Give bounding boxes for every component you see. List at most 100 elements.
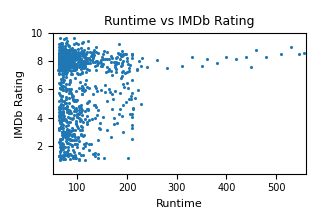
Point <box>56 60 62 63</box>
Point <box>66 48 71 52</box>
Point <box>63 49 68 53</box>
Point <box>64 121 69 124</box>
Point <box>76 151 82 155</box>
Point <box>74 157 79 160</box>
Point <box>77 73 82 76</box>
Point <box>63 49 68 53</box>
Point <box>60 52 65 56</box>
Point <box>78 104 83 107</box>
Point <box>57 52 63 56</box>
Point <box>63 85 68 89</box>
Point <box>78 57 83 60</box>
Point <box>61 81 66 84</box>
Point <box>58 81 64 84</box>
Point <box>71 63 76 67</box>
Point <box>58 62 63 66</box>
Point <box>124 56 129 60</box>
Point <box>60 67 65 70</box>
Point <box>57 138 63 141</box>
Point <box>105 58 110 61</box>
Point <box>66 50 72 54</box>
Point <box>93 46 98 49</box>
Point <box>69 52 74 56</box>
Point <box>82 82 88 86</box>
Point <box>66 54 71 58</box>
Point <box>75 136 80 140</box>
Point <box>61 63 66 67</box>
Point <box>85 67 90 70</box>
Point <box>119 71 124 74</box>
Point <box>65 129 70 132</box>
Point <box>79 62 84 66</box>
Point <box>68 63 73 67</box>
Point <box>72 62 77 65</box>
Point <box>110 56 115 60</box>
Point <box>77 81 82 84</box>
Point <box>91 53 96 57</box>
Point <box>61 118 66 121</box>
Point <box>224 55 229 59</box>
Point <box>82 133 87 137</box>
Point <box>65 58 70 61</box>
Point <box>61 69 66 72</box>
Point <box>76 158 82 162</box>
Point <box>65 54 70 58</box>
Point <box>70 66 75 69</box>
Point <box>86 118 91 122</box>
Point <box>60 42 65 46</box>
Point <box>58 57 63 60</box>
Point <box>234 57 239 60</box>
Point <box>59 54 64 57</box>
Point <box>56 115 62 118</box>
Point <box>59 41 64 45</box>
Point <box>75 135 81 138</box>
Point <box>58 60 64 63</box>
Point <box>144 65 150 69</box>
Point <box>81 121 86 124</box>
Point <box>57 60 63 64</box>
Point <box>67 44 72 48</box>
Point <box>58 62 64 65</box>
Point <box>84 51 89 55</box>
Point <box>73 98 78 101</box>
Point <box>79 108 84 112</box>
Point <box>57 145 63 149</box>
Point <box>73 107 78 110</box>
Point <box>91 51 96 54</box>
Point <box>64 55 69 59</box>
Point <box>120 63 125 67</box>
Point <box>64 50 69 54</box>
Point <box>71 56 76 60</box>
Point <box>70 60 75 64</box>
Point <box>74 55 79 59</box>
Point <box>117 53 122 56</box>
Point <box>107 57 112 61</box>
Point <box>73 56 78 59</box>
Point <box>87 148 92 151</box>
Point <box>113 70 118 73</box>
Point <box>68 54 74 58</box>
Point <box>59 46 64 49</box>
Point <box>56 52 62 55</box>
Point <box>58 113 64 116</box>
Point <box>99 64 104 67</box>
Point <box>84 85 89 88</box>
Point <box>68 56 73 59</box>
Point <box>60 65 65 68</box>
Point <box>118 64 124 68</box>
Point <box>104 129 109 132</box>
Point <box>78 106 83 109</box>
Point <box>64 49 69 53</box>
Point <box>77 116 82 120</box>
Point <box>71 65 76 69</box>
Point <box>58 86 63 90</box>
Point <box>66 92 72 95</box>
Point <box>65 141 70 145</box>
Point <box>66 65 71 68</box>
Point <box>67 121 72 124</box>
Point <box>85 114 90 118</box>
Point <box>60 147 65 151</box>
Point <box>62 50 67 54</box>
X-axis label: Runtime: Runtime <box>156 199 203 209</box>
Point <box>61 62 66 66</box>
